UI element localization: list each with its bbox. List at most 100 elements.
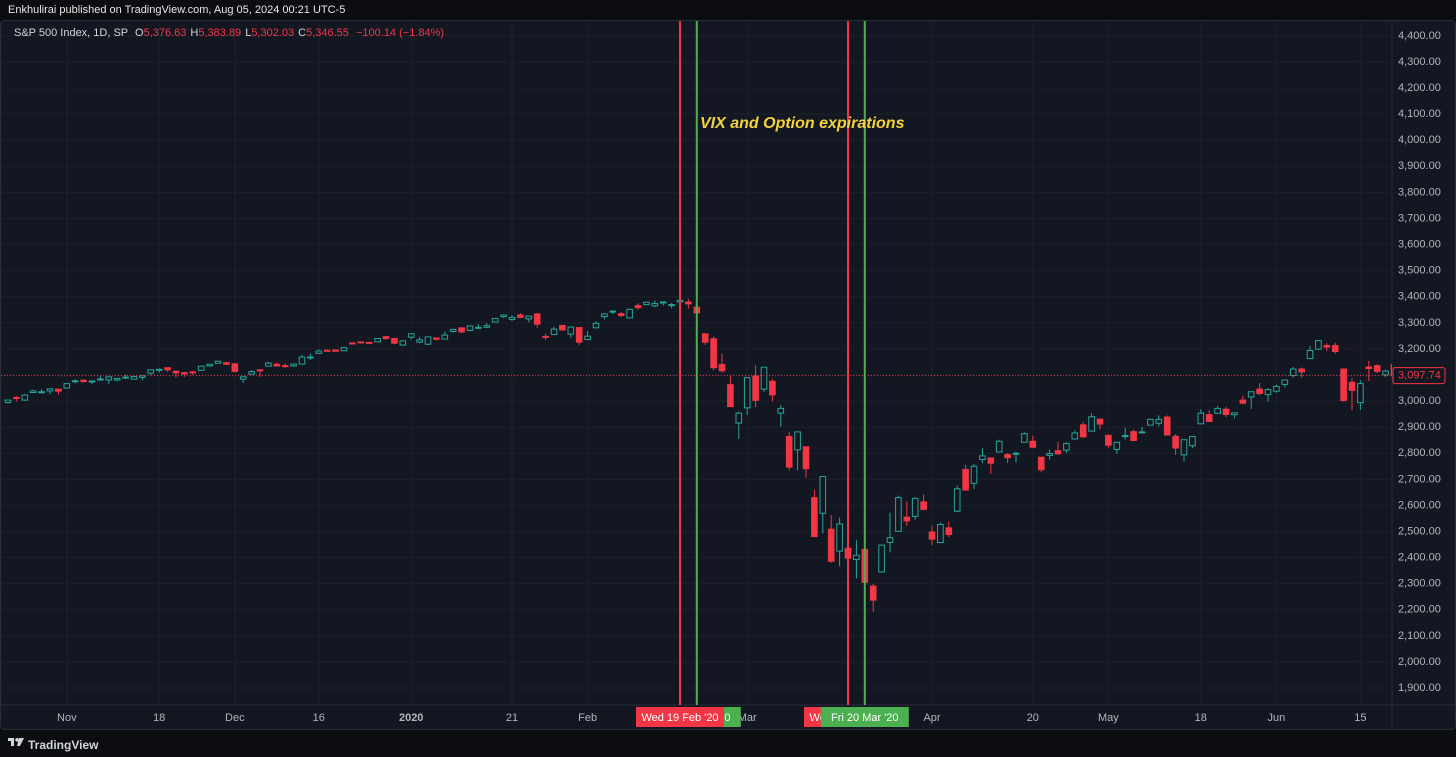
y-tick-label: 1,900.00 bbox=[1398, 682, 1441, 694]
x-tick-label: Mar bbox=[738, 712, 757, 724]
candle-body bbox=[1130, 431, 1137, 441]
date-label: Wed 19 Feb '20 bbox=[641, 712, 718, 724]
candle-body bbox=[382, 336, 390, 340]
candle-body bbox=[223, 362, 230, 365]
candle-body bbox=[80, 379, 87, 383]
candle-body bbox=[424, 336, 432, 345]
change: −100.14 (−1.84%) bbox=[355, 27, 445, 39]
candle-body bbox=[827, 528, 835, 562]
y-tick-label: 3,800.00 bbox=[1398, 186, 1441, 198]
candle-body bbox=[71, 380, 79, 383]
candle-body bbox=[811, 497, 818, 537]
candle-body bbox=[651, 303, 659, 307]
legend-value: 5,302.03 bbox=[251, 27, 295, 39]
candle-body bbox=[533, 313, 541, 325]
candle-body bbox=[231, 363, 239, 372]
candle-body bbox=[928, 531, 936, 540]
candle-body bbox=[315, 350, 323, 354]
candle-body bbox=[1079, 424, 1087, 438]
candle-body bbox=[113, 377, 121, 381]
candle-body bbox=[1231, 412, 1238, 416]
legend-key: O bbox=[135, 27, 144, 39]
candle-body bbox=[559, 324, 566, 331]
candle-body bbox=[340, 347, 348, 352]
candle-body bbox=[1021, 433, 1028, 443]
candle-body bbox=[1163, 416, 1171, 436]
y-tick-label: 4,100.00 bbox=[1398, 108, 1441, 120]
candle-body bbox=[1054, 450, 1062, 455]
last-price-box bbox=[1392, 367, 1446, 385]
candle-body bbox=[38, 391, 45, 394]
y-tick-label: 2,300.00 bbox=[1398, 578, 1441, 590]
candle-body bbox=[256, 369, 264, 372]
candle-body bbox=[458, 327, 465, 333]
candle-body bbox=[517, 314, 524, 318]
candle-body bbox=[1340, 368, 1347, 402]
candle-body bbox=[701, 333, 709, 343]
candle-body bbox=[1373, 365, 1381, 372]
candle-body bbox=[147, 369, 155, 374]
candle-body bbox=[710, 338, 717, 369]
candle-body bbox=[1071, 432, 1079, 440]
candle-body bbox=[911, 497, 919, 517]
candle-body bbox=[727, 384, 734, 408]
candle-body bbox=[21, 394, 29, 401]
candle-body bbox=[298, 356, 306, 365]
x-tick-label: 2020 bbox=[399, 712, 423, 724]
candle-body bbox=[433, 337, 440, 340]
candle-body bbox=[1121, 435, 1129, 438]
candle-body bbox=[1155, 418, 1163, 424]
candle-body bbox=[29, 390, 37, 393]
x-tick-label: Nov bbox=[57, 712, 77, 724]
candle-body bbox=[1390, 364, 1392, 377]
candle-body bbox=[416, 339, 423, 343]
candle-body bbox=[155, 368, 163, 371]
candle-body bbox=[1247, 391, 1255, 398]
legend-key: L bbox=[245, 27, 252, 39]
candle-body bbox=[945, 527, 953, 535]
candle-body bbox=[1029, 440, 1037, 448]
candle-body bbox=[4, 399, 12, 403]
x-tick-label: Feb bbox=[578, 712, 597, 724]
candle-body bbox=[13, 396, 20, 399]
brand: TradingView bbox=[28, 738, 99, 752]
candle-body bbox=[491, 317, 499, 323]
candle-body bbox=[239, 376, 247, 380]
candle-body bbox=[1205, 414, 1213, 422]
candle-body bbox=[1138, 431, 1146, 434]
candle-body bbox=[659, 301, 667, 304]
candle-body bbox=[1012, 452, 1020, 455]
brand-logo bbox=[8, 738, 24, 746]
candle-body bbox=[1289, 368, 1297, 377]
candle-body bbox=[349, 342, 356, 345]
candle-body bbox=[1214, 407, 1221, 414]
candle-body bbox=[332, 349, 339, 352]
candle-body bbox=[1222, 408, 1230, 415]
x-tick-label: Jun bbox=[1268, 712, 1286, 724]
candle-body bbox=[189, 371, 197, 374]
candle-body bbox=[181, 372, 188, 375]
x-tick-label: 20 bbox=[1027, 712, 1039, 724]
y-tick-label: 4,400.00 bbox=[1398, 30, 1441, 42]
candle-body bbox=[1323, 345, 1331, 348]
candle-body bbox=[836, 523, 843, 552]
candle-body bbox=[794, 431, 801, 451]
candle-body bbox=[1096, 418, 1104, 425]
y-tick-label: 2,100.00 bbox=[1398, 630, 1441, 642]
x-tick-label: 15 bbox=[1354, 712, 1366, 724]
candle-body bbox=[1348, 381, 1356, 391]
candle-body bbox=[46, 388, 54, 392]
candle-body bbox=[1088, 416, 1095, 432]
candle-body bbox=[785, 436, 793, 468]
date-label-box bbox=[636, 707, 724, 727]
candle-body bbox=[63, 383, 71, 389]
y-tick-label: 3,700.00 bbox=[1398, 212, 1441, 224]
candle-body bbox=[1315, 340, 1322, 350]
candle-body bbox=[869, 585, 877, 601]
candle-body bbox=[1357, 383, 1364, 404]
candle-body bbox=[265, 362, 272, 367]
candle-body bbox=[769, 380, 776, 396]
legend-value: 5,383.89 bbox=[198, 27, 242, 39]
y-tick-label: 2,000.00 bbox=[1398, 656, 1441, 668]
candle-body bbox=[449, 328, 457, 332]
